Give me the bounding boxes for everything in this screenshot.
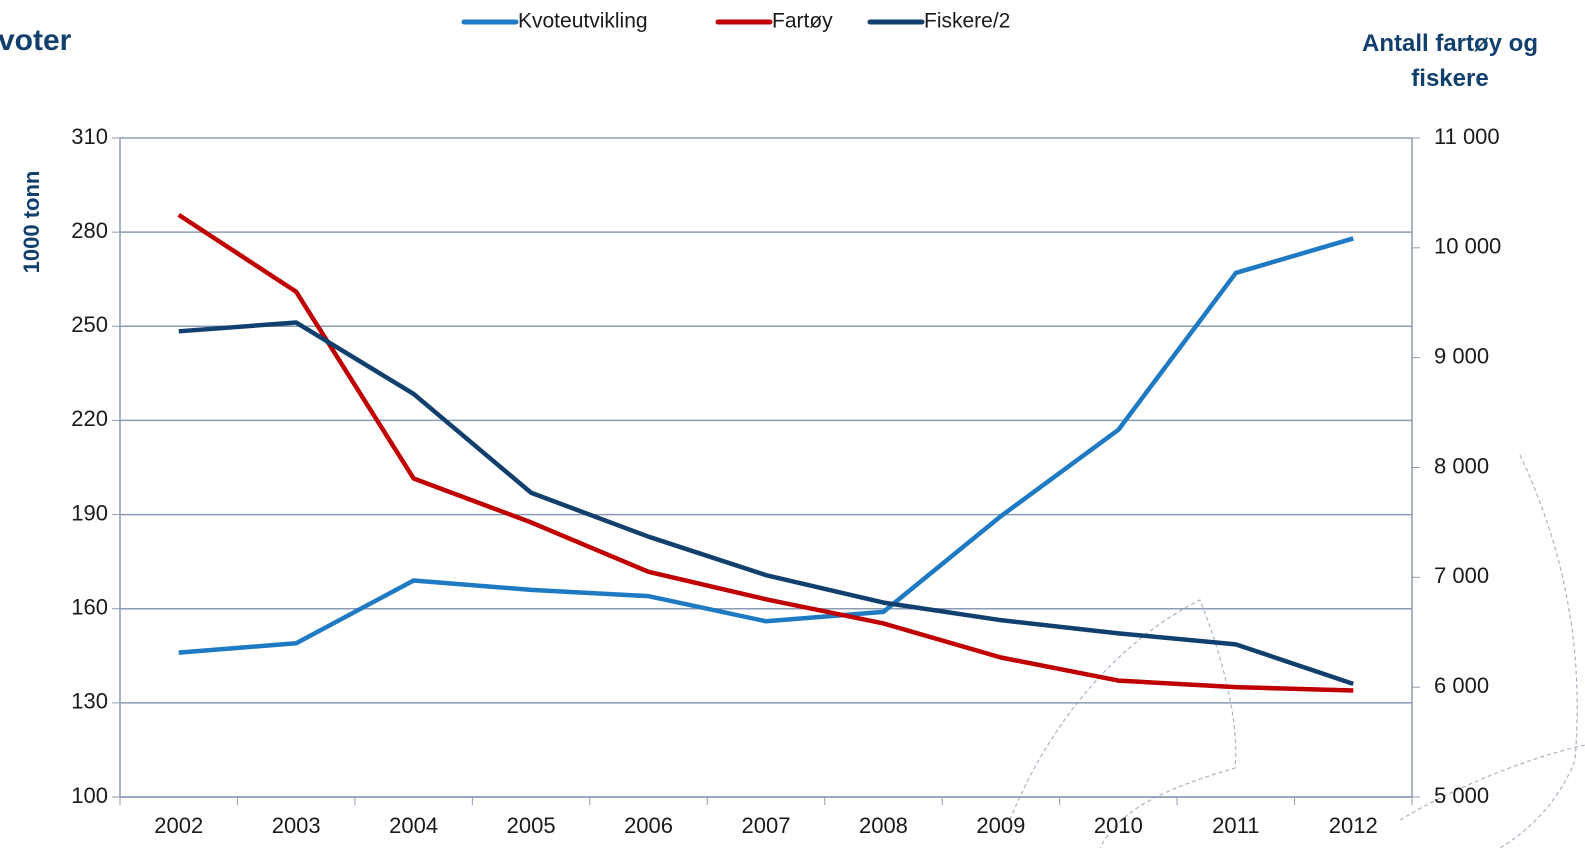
x-tick-label: 2008 (859, 813, 908, 838)
y-tick-label: 220 (71, 406, 108, 431)
y-axis-title: 1000 tonn (19, 171, 44, 274)
x-tick-label: 2012 (1329, 813, 1378, 838)
series-line (177, 213, 1354, 693)
legend-label: Kvoteutvikling (518, 10, 648, 33)
y2-axis-title: Antall fartøy og fiskere (1361, 30, 1538, 92)
chart-title: voter (0, 24, 72, 57)
y-tick-label: 160 (71, 595, 108, 620)
y2-tick-label: 8 000 (1434, 453, 1489, 478)
x-tick-label: 2005 (507, 813, 556, 838)
series-line (178, 320, 1354, 687)
y2-tick-label: 11 000 (1434, 124, 1500, 149)
y2-tick-label: 10 000 (1434, 234, 1501, 259)
x-tick-label: 2006 (624, 813, 673, 838)
y2-tick-label: 6 000 (1434, 673, 1489, 698)
x-tick-label: 2011 (1212, 813, 1259, 838)
x-tick-label: 2010 (1094, 813, 1143, 838)
series-line (178, 236, 1354, 655)
decoration (1009, 454, 1585, 848)
x-tick-label: 2002 (154, 813, 203, 838)
y-tick-label: 190 (71, 500, 108, 525)
legend-label: Fartøy (772, 10, 833, 33)
y2-tick-label: 9 000 (1434, 343, 1489, 368)
y2-tick-label: 5 000 (1434, 783, 1489, 808)
y-tick-label: 250 (71, 312, 108, 337)
y-tick-label: 310 (71, 124, 108, 149)
y2-tick-label: 7 000 (1434, 563, 1489, 588)
legend-label: Fiskere/2 (924, 10, 1010, 33)
x-tick-label: 2009 (976, 813, 1025, 838)
y-tick-label: 130 (71, 689, 108, 714)
x-tick-label: 2004 (389, 813, 438, 838)
x-tick-label: 2007 (742, 813, 791, 838)
x-tick-label: 2003 (272, 813, 321, 838)
y-tick-label: 280 (71, 218, 108, 243)
y-tick-label: 100 (71, 783, 108, 808)
